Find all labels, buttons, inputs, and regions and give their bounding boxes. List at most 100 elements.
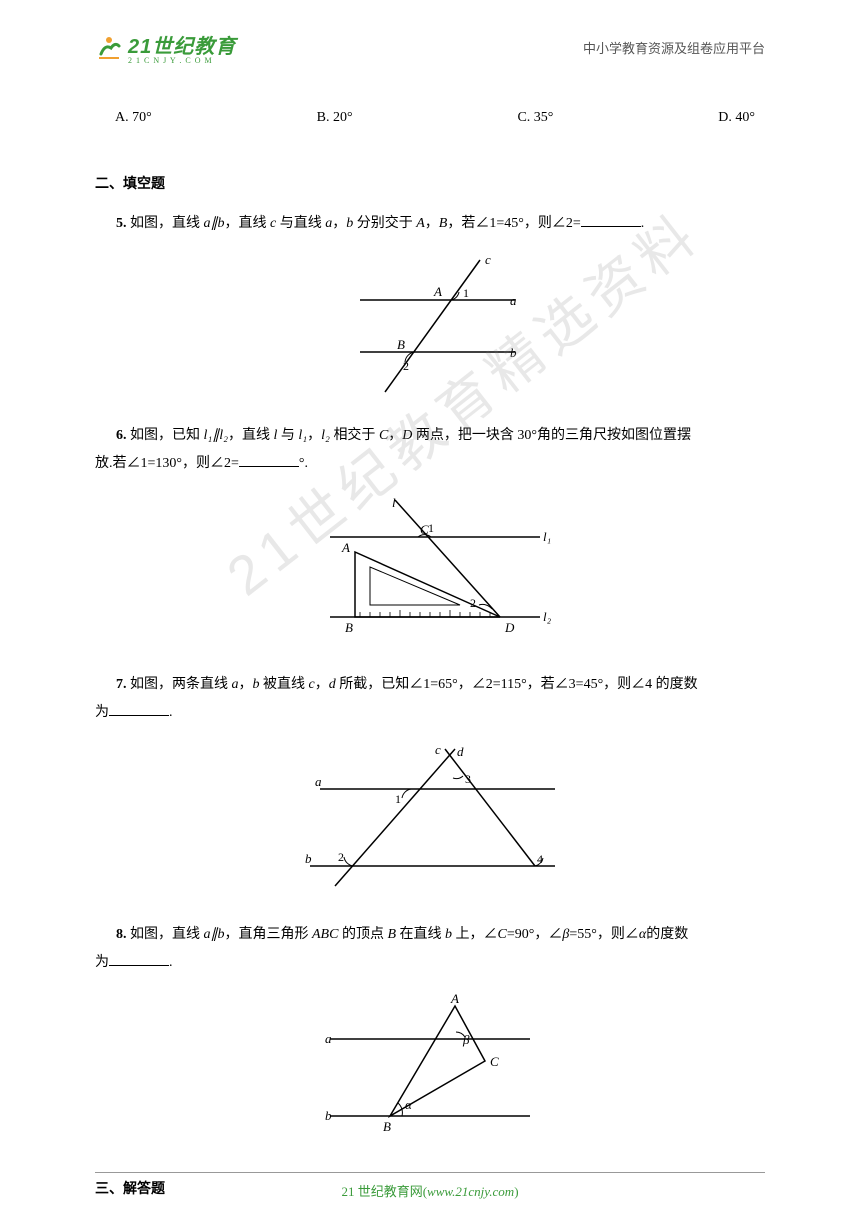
fig8-a: a	[325, 1031, 332, 1046]
q8-p: .	[169, 955, 173, 970]
footer-after: )	[514, 1184, 518, 1199]
q6-num: 6.	[116, 428, 127, 443]
q6-t2: ，直线	[228, 428, 274, 443]
ruler-marks	[360, 610, 490, 617]
option-d: D. 40°	[718, 105, 755, 132]
q6-l12: l₁∥l₂	[204, 428, 229, 443]
fig8-C: C	[490, 1054, 499, 1069]
fig6-D: D	[504, 620, 515, 635]
q6-C: C	[379, 428, 388, 443]
q8-t8: 的度数	[646, 927, 688, 942]
q6-deg: °.	[299, 456, 308, 471]
q6-c1: ，	[307, 428, 321, 443]
footer-text: 21 世纪教育网(www.21cnjy.com)	[341, 1184, 518, 1199]
q8-ABC: ABC	[312, 927, 338, 942]
figure-5: c a b A B 1 2	[95, 252, 765, 408]
page-footer: 21 世纪教育网(www.21cnjy.com)	[0, 1164, 860, 1201]
q7-blank	[109, 702, 169, 716]
q8-blank	[109, 952, 169, 966]
q5-t5: ，若∠1=45°，则∠2=	[447, 216, 580, 231]
fig5-A: A	[433, 284, 442, 299]
content: A. 70° B. 20° C. 35° D. 40° 二、填空题 5. 如图，…	[0, 75, 860, 1203]
q8-B: B	[387, 927, 396, 942]
q8-t3: 的顶点	[338, 927, 387, 942]
q5-ab: a∥b	[204, 216, 225, 231]
section-2-title: 二、填空题	[95, 172, 765, 199]
fig8-alpha: α	[405, 1097, 413, 1112]
q5-t1: 如图，直线	[127, 216, 204, 231]
fig6-l: l	[392, 495, 396, 510]
q7-c1: ，	[239, 677, 253, 692]
q5-num: 5.	[116, 216, 127, 231]
header-tagline: 中小学教育资源及组卷应用平台	[583, 38, 765, 57]
footer-url: www.21cnjy.com	[427, 1184, 514, 1199]
q5-A: A	[416, 216, 425, 231]
question-6: 6. 如图，已知 l₁∥l₂，直线 l 与 l₁，l₂ 相交于 C，D 两点，把…	[95, 422, 765, 450]
q5-t4: 分别交于	[353, 216, 416, 231]
question-8: 8. 如图，直线 a∥b，直角三角形 ABC 的顶点 B 在直线 b 上，∠C=…	[95, 921, 765, 949]
q7-c2: ，	[315, 677, 329, 692]
fig6-B: B	[345, 620, 353, 635]
question-5: 5. 如图，直线 a∥b，直线 c 与直线 a，b 分别交于 A，B，若∠1=4…	[95, 210, 765, 238]
q5-c2: ，	[425, 216, 439, 231]
q5-t2: ，直线	[225, 216, 271, 231]
q8-t5: 上，∠	[452, 927, 498, 942]
option-c: C. 35°	[517, 105, 553, 132]
q6-D: D	[402, 428, 412, 443]
fig6-l2: l₂	[543, 609, 552, 624]
footer-divider	[95, 1172, 765, 1173]
q6-l1: l₁	[298, 428, 307, 443]
question-7: 7. 如图，两条直线 a，b 被直线 c，d 所截，已知∠1=65°，∠2=11…	[95, 671, 765, 699]
q8-ab: a∥b	[204, 927, 225, 942]
q6-c2: ，	[388, 428, 402, 443]
logo-area: 21世纪教育 2 1 C N J Y . C O M	[95, 30, 236, 65]
q6-t3: 与	[277, 428, 298, 443]
q8-num: 8.	[116, 927, 127, 942]
figure-8: a b A B C α β	[95, 991, 765, 1152]
q7-num: 7.	[116, 677, 127, 692]
fig7-3: 3	[465, 772, 471, 786]
fig7-d: d	[457, 744, 464, 759]
q5-period: .	[641, 216, 645, 231]
question-6-line2: 放.若∠1=130°，则∠2= °.	[95, 450, 765, 478]
q8-b: b	[445, 927, 452, 942]
q8-t6: =90°，∠	[507, 927, 563, 942]
fig5-B: B	[397, 337, 405, 352]
fig8-A: A	[450, 991, 459, 1006]
fig7-a: a	[315, 774, 322, 789]
fig7-1: 1	[395, 792, 401, 806]
q7-t2: 被直线	[260, 677, 309, 692]
q7-l2: 为	[95, 705, 109, 720]
q6-l2t: 放.若∠1=130°，则∠2=	[95, 456, 239, 471]
footer-before: 21 世纪教育网(	[341, 1184, 427, 1199]
q8-C: C	[498, 927, 507, 942]
fig5-1: 1	[463, 286, 469, 300]
q7-t1: 如图，两条直线	[127, 677, 232, 692]
q5-c1: ，	[332, 216, 346, 231]
q6-l2: l₂	[321, 428, 330, 443]
q7-a: a	[232, 677, 239, 692]
question-7-line2: 为.	[95, 699, 765, 727]
fig6-2: 2	[470, 596, 476, 610]
q6-t1: 如图，已知	[127, 428, 204, 443]
logo-icon	[95, 34, 123, 62]
q7-t3: 所截，已知∠1=65°，∠2=115°，若∠3=45°，则∠4 的度数	[336, 677, 698, 692]
q5-blank	[581, 213, 641, 227]
fig5-2: 2	[403, 359, 409, 373]
figure-6: l l₁ l₂ A B C D 1 2	[95, 492, 765, 658]
fig7-2: 2	[338, 850, 344, 864]
question-8-line2: 为.	[95, 949, 765, 977]
q6-t5: 两点，把一块含 30°角的三角尺按如图位置摆	[412, 428, 691, 443]
logo-text-block: 21世纪教育 2 1 C N J Y . C O M	[128, 30, 236, 65]
fig6-l1: l₁	[543, 529, 551, 544]
fig8-B: B	[383, 1119, 391, 1134]
q8-t2: ，直角三角形	[225, 927, 313, 942]
option-b: B. 20°	[317, 105, 353, 132]
q8-t7: =55°，则∠	[569, 927, 639, 942]
q7-p: .	[169, 705, 173, 720]
fig6-A: A	[341, 540, 350, 555]
q7-d: d	[329, 677, 336, 692]
fig5-a: a	[510, 293, 517, 308]
q5-t3: 与直线	[276, 216, 325, 231]
fig5-b: b	[510, 345, 517, 360]
